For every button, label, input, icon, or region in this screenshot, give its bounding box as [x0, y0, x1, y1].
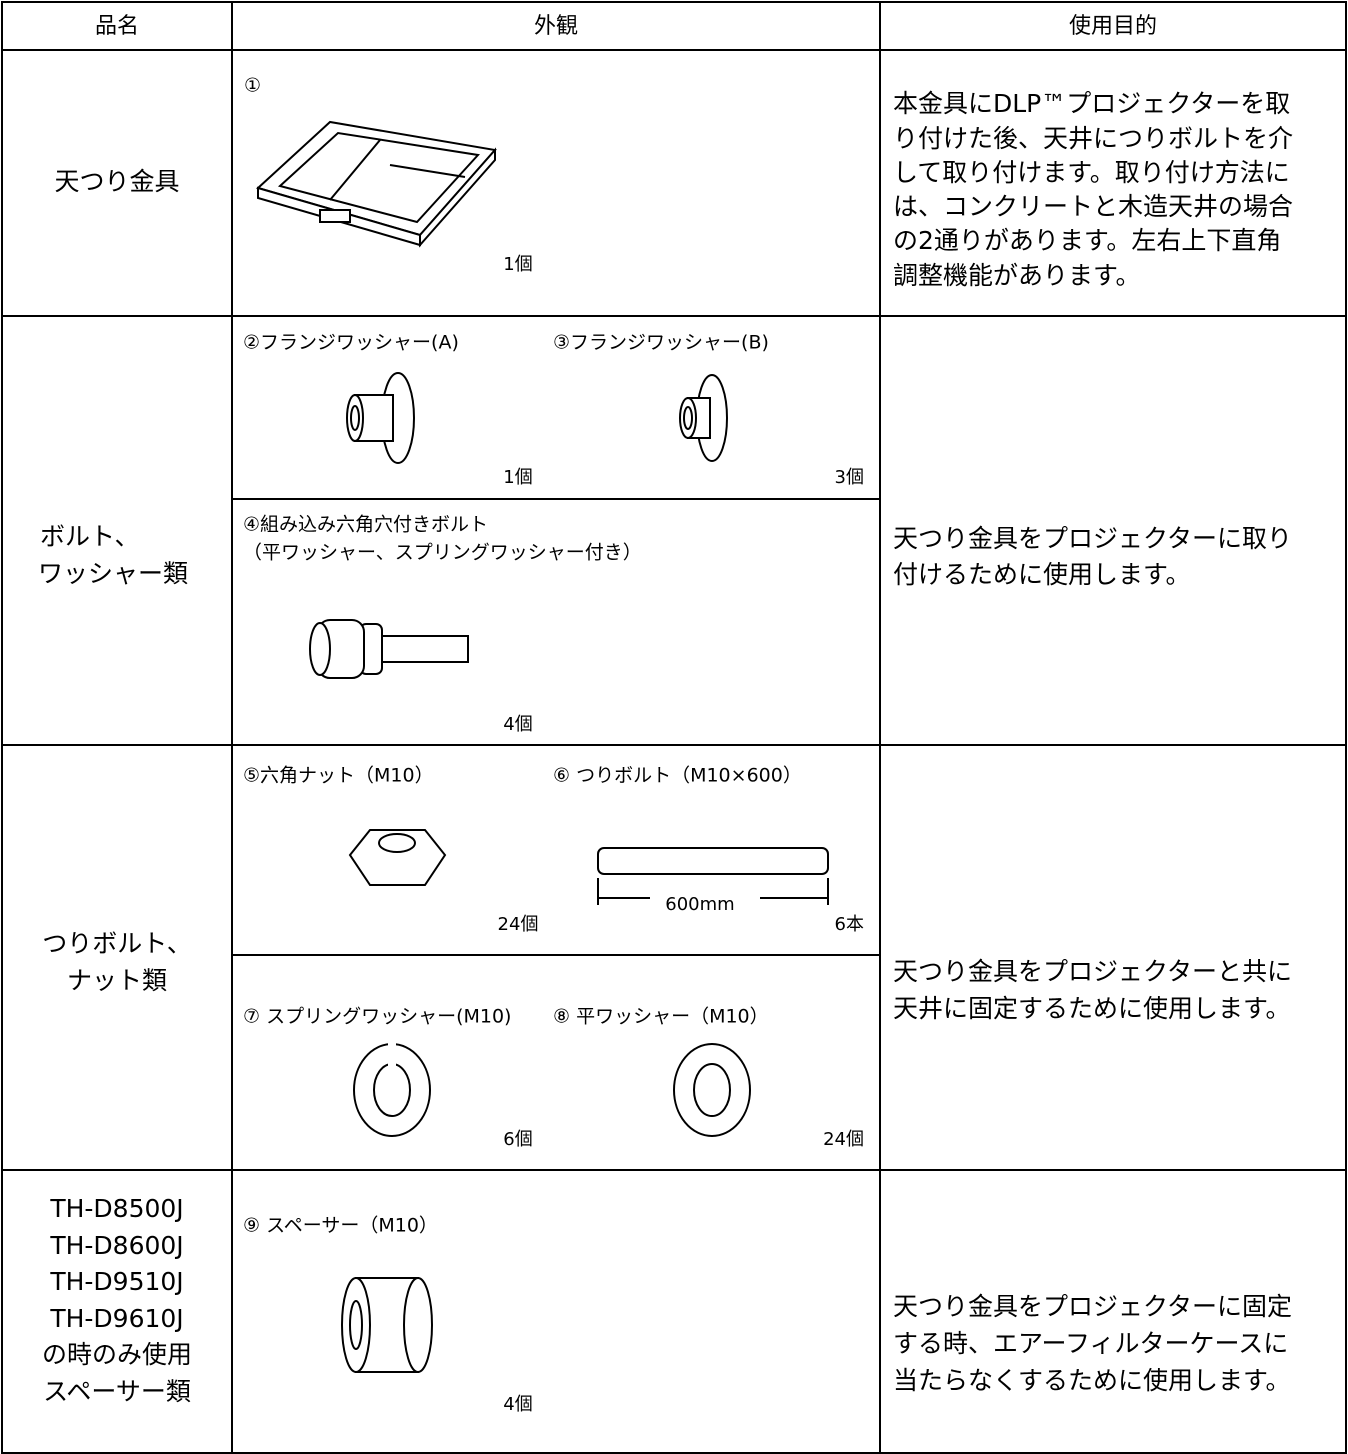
- header-cell: 使用目的: [1069, 14, 1157, 39]
- purpose-line: の2通りがあります。左右上下直角: [893, 226, 1281, 255]
- item-count: 4個: [503, 714, 532, 735]
- item-count: 6個: [503, 1129, 532, 1150]
- item-label: ⑥ つりボルト（M10×600）: [553, 765, 802, 787]
- item-count: 3個: [835, 467, 864, 488]
- item-name: TH-D8500J: [49, 1194, 183, 1223]
- item-name: つりボルト、: [42, 929, 192, 958]
- item-name: 天つり金具: [54, 167, 179, 196]
- bracket-illustration: [256, 120, 497, 248]
- item-name: ボルト、: [40, 522, 140, 551]
- item-name: ワッシャー類: [38, 559, 188, 588]
- purpose-line: 天井に固定するために使用します。: [893, 994, 1291, 1023]
- item-count: 1個: [503, 254, 532, 275]
- item-count: 24個: [823, 1129, 864, 1150]
- purpose-line: 調整機能があります。: [893, 261, 1141, 290]
- dimension-label: 600mm: [665, 894, 734, 915]
- item-name: TH-D8600J: [49, 1231, 183, 1260]
- item-label: ②フランジワッシャー(A): [243, 332, 459, 354]
- item-name: TH-D9610J: [49, 1304, 183, 1333]
- item-label: ⑧ 平ワッシャー（M10）: [553, 1006, 769, 1028]
- item-label: ⑤六角ナット（M10）: [243, 765, 434, 787]
- item-label: ①: [244, 75, 261, 97]
- item-count: 6本: [835, 914, 864, 935]
- purpose-line: する時、エアーフィルターケースに: [893, 1329, 1288, 1358]
- header-cell: 外観: [534, 14, 578, 39]
- purpose-line: して取り付けます。取り付け方法に: [893, 158, 1290, 187]
- purpose-line: 天つり金具をプロジェクターと共に: [893, 957, 1292, 986]
- washer-illustration: [353, 1042, 751, 1137]
- item-label: （平ワッシャー、スプリングワッシャー付き）: [243, 542, 642, 564]
- purpose-line: り付けた後、天井につりボルトを介: [893, 124, 1293, 153]
- item-count: 24個: [498, 914, 539, 935]
- item-name: ナット類: [67, 966, 167, 995]
- nut-rod-illustration: [348, 829, 829, 905]
- item-label: ⑦ スプリングワッシャー(M10): [243, 1006, 511, 1028]
- item-count: 1個: [503, 467, 532, 488]
- purpose-line: 本金具にDLP™プロジェクターを取: [893, 89, 1290, 118]
- purpose-line: 当たらなくするために使用します。: [893, 1366, 1291, 1395]
- item-count: 4個: [503, 1394, 532, 1415]
- purpose-line: は、コンクリートと木造天井の場合: [893, 192, 1293, 221]
- spacer-illustration: [341, 1277, 433, 1373]
- header-cell: 品名: [95, 14, 139, 39]
- item-label: ③フランジワッシャー(B): [553, 332, 769, 354]
- purpose-line: 天つり金具をプロジェクターに取り: [893, 524, 1292, 553]
- purpose-line: 付けるために使用します。: [893, 560, 1191, 589]
- item-label: ⑨ スペーサー（M10）: [243, 1215, 438, 1237]
- purpose-line: 天つり金具をプロジェクターに固定: [893, 1292, 1292, 1321]
- item-label: ④組み込み六角穴付きボルト: [243, 514, 488, 536]
- bolt-illustration: [309, 619, 469, 679]
- item-name: の時のみ使用: [42, 1340, 192, 1369]
- item-name: スペーサー類: [43, 1377, 191, 1406]
- washer-illustration: [346, 372, 728, 464]
- item-name: TH-D9510J: [49, 1267, 183, 1296]
